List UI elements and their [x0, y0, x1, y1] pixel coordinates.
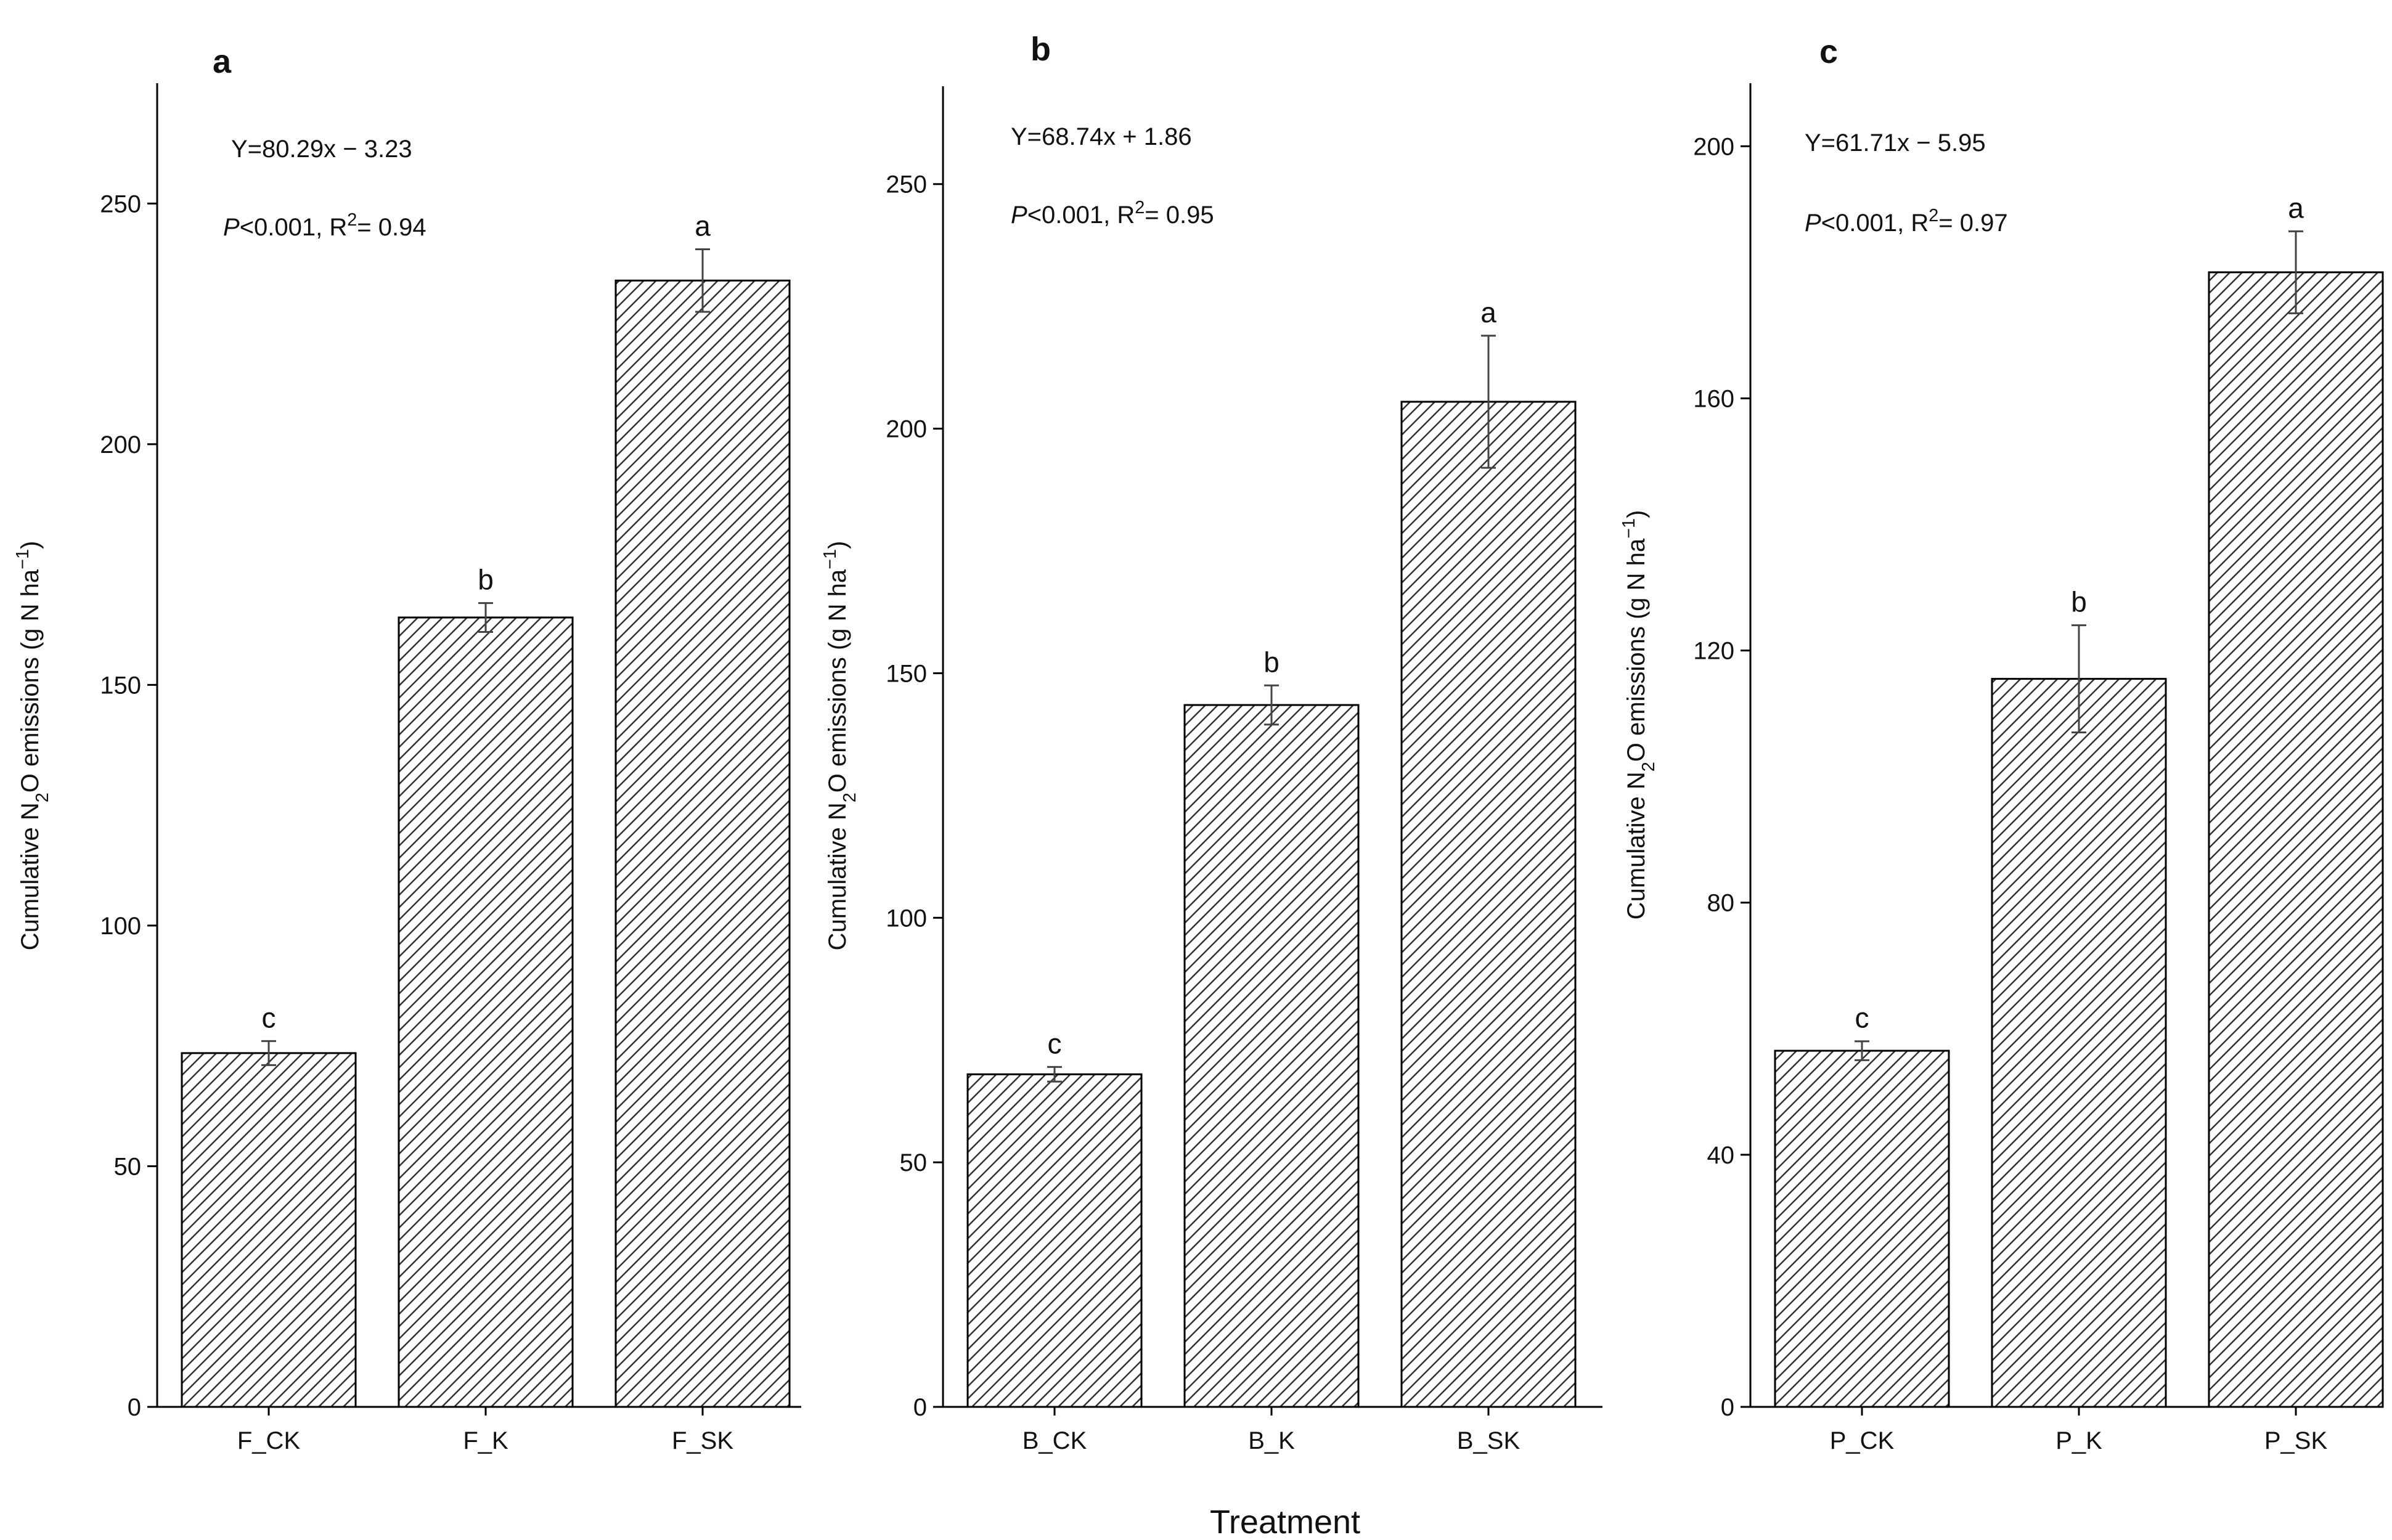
- y-tick-label: 250: [100, 190, 141, 218]
- bar-P_K: [1991, 678, 2167, 1408]
- y-tick-label: 250: [886, 171, 927, 198]
- y-tick-label: 160: [1693, 385, 1734, 412]
- chart-panel-c: 0 40 80 120 160 200 c P_CK b P_K a P_SK c Y=61.71x − …: [1619, 33, 2384, 1454]
- y-tick-label: 120: [1693, 638, 1734, 665]
- y-tick-label: 200: [1693, 133, 1734, 160]
- y-tick-label: 0: [128, 1394, 141, 1421]
- x-tick-label: F_SK: [672, 1427, 733, 1454]
- y-tick-label: 150: [886, 660, 927, 687]
- y-axis-title: Cumulative N2O emissions (g N ha−1): [13, 541, 52, 951]
- y-tick-label: 100: [100, 913, 141, 940]
- y-axis-title: Cumulative N2O emissions (g N ha−1): [820, 541, 860, 951]
- significance-letter: b: [1263, 646, 1280, 678]
- y-tick-label: 200: [100, 431, 141, 458]
- x-tick-label: F_CK: [237, 1427, 301, 1454]
- y-tick-label: 80: [1707, 890, 1735, 917]
- y-tick-label: 100: [886, 905, 927, 932]
- significance-letter: a: [1480, 296, 1496, 328]
- panel-label: c: [1819, 33, 1838, 70]
- regression-stats: P<0.001, R2= 0.95: [1011, 198, 1214, 229]
- x-axis-title: Treatment: [1210, 1504, 1360, 1540]
- regression-equation: Y=80.29x − 3.23: [231, 136, 412, 163]
- significance-letter: c: [262, 1001, 276, 1033]
- bar-P_CK: [1774, 1049, 1950, 1408]
- y-axis-title: Cumulative N2O emissions (g N ha−1): [1619, 510, 1659, 920]
- significance-letter: c: [1855, 1002, 1869, 1034]
- y-tick-label: 50: [900, 1149, 928, 1176]
- significance-letter: a: [2288, 192, 2304, 224]
- regression-stats: P<0.001, R2= 0.97: [1805, 206, 2008, 237]
- x-tick-label: P_SK: [2264, 1427, 2328, 1454]
- bar-P_SK: [2208, 271, 2384, 1408]
- y-tick-label: 0: [1721, 1394, 1734, 1421]
- chart-panel-b: 0 50 100 150 200 250 c B_CK b B_K a B_SK b Y=68.74x +…: [820, 31, 1602, 1454]
- y-tick-label: 200: [886, 416, 927, 443]
- bar-B_CK: [966, 1073, 1143, 1408]
- panel-label: b: [1031, 31, 1051, 68]
- y-tick-label: 150: [100, 672, 141, 699]
- x-tick-label: P_CK: [1830, 1427, 1895, 1454]
- bar-F_K: [398, 616, 574, 1408]
- significance-letter: c: [1048, 1027, 1062, 1059]
- x-tick-label: F_K: [463, 1427, 508, 1454]
- x-tick-label: P_K: [2055, 1427, 2102, 1454]
- bar-F_CK: [181, 1052, 357, 1408]
- y-tick-label: 40: [1707, 1142, 1735, 1169]
- bar-B_SK: [1400, 401, 1577, 1408]
- y-tick-label: 0: [913, 1394, 927, 1421]
- significance-letter: b: [478, 564, 494, 596]
- x-tick-label: B_SK: [1457, 1427, 1521, 1454]
- regression-equation: Y=68.74x + 1.86: [1011, 123, 1192, 150]
- x-tick-label: B_CK: [1023, 1427, 1087, 1454]
- chart-panel-a: 0 50 100 150 200 250 c F_CK b F_K a F_SK a Y=80.29x −…: [13, 43, 801, 1454]
- y-tick-label: 50: [114, 1153, 142, 1180]
- x-tick-label: B_K: [1248, 1427, 1295, 1454]
- bar-B_K: [1183, 704, 1360, 1408]
- regression-equation: Y=61.71x − 5.95: [1805, 129, 1986, 157]
- significance-letter: a: [695, 210, 711, 242]
- significance-letter: b: [2071, 586, 2087, 618]
- regression-stats: P<0.001, R2= 0.94: [223, 210, 427, 241]
- panel-label: a: [213, 43, 232, 80]
- bar-F_SK: [614, 279, 791, 1408]
